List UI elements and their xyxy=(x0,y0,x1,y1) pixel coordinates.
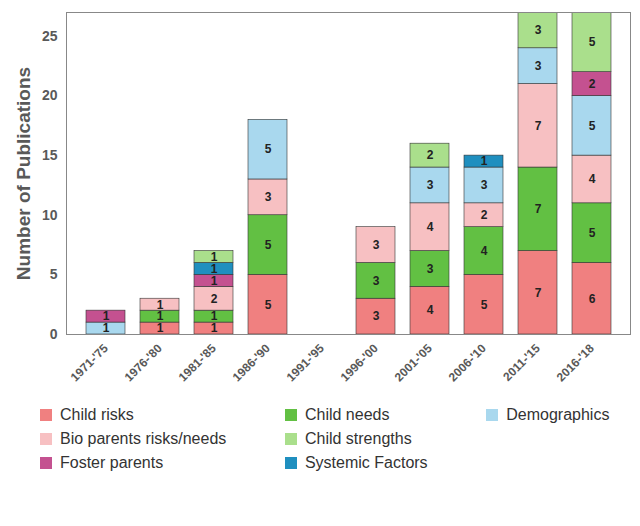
svg-text:2006-'10: 2006-'10 xyxy=(446,341,489,384)
svg-text:Number of Publications: Number of Publications xyxy=(13,67,34,280)
svg-text:1976-'80: 1976-'80 xyxy=(122,341,165,384)
svg-text:3: 3 xyxy=(265,190,272,204)
svg-text:1991-'95: 1991-'95 xyxy=(284,341,327,384)
svg-text:4: 4 xyxy=(589,172,596,186)
html-text:Systemic Factors: Systemic Factors xyxy=(304,454,428,471)
svg-text:10: 10 xyxy=(42,207,58,223)
svg-text:7: 7 xyxy=(535,202,542,216)
svg-text:1: 1 xyxy=(157,309,164,323)
html-text:Child strengths: Child strengths xyxy=(304,430,412,447)
svg-text:1: 1 xyxy=(211,274,218,288)
svg-text:4: 4 xyxy=(481,244,488,258)
svg-text:2: 2 xyxy=(427,148,434,162)
svg-text:25: 25 xyxy=(42,28,58,44)
svg-text:1: 1 xyxy=(103,321,110,335)
svg-text:20: 20 xyxy=(42,87,58,103)
svg-text:15: 15 xyxy=(42,147,58,163)
svg-text:5: 5 xyxy=(50,266,58,282)
svg-text:1: 1 xyxy=(211,250,218,264)
svg-text:5: 5 xyxy=(589,119,596,133)
html-text:Child needs: Child needs xyxy=(304,406,390,423)
svg-text:5: 5 xyxy=(481,298,488,312)
svg-text:1: 1 xyxy=(157,298,164,312)
html-text:Child risks: Child risks xyxy=(60,406,134,423)
svg-text:5: 5 xyxy=(265,298,272,312)
svg-text:1: 1 xyxy=(481,154,488,168)
svg-text:3: 3 xyxy=(373,238,380,252)
html-text:Foster parents: Foster parents xyxy=(60,454,164,471)
svg-text:7: 7 xyxy=(535,286,542,300)
svg-text:3: 3 xyxy=(427,262,434,276)
svg-text:3: 3 xyxy=(535,23,542,37)
svg-text:3: 3 xyxy=(535,59,542,73)
svg-text:5: 5 xyxy=(265,142,272,156)
svg-text:4: 4 xyxy=(427,303,434,317)
svg-text:3: 3 xyxy=(427,178,434,192)
svg-text:3: 3 xyxy=(373,274,380,288)
svg-text:5: 5 xyxy=(589,35,596,49)
svg-text:2011-'15: 2011-'15 xyxy=(500,341,543,384)
svg-text:2016-'18: 2016-'18 xyxy=(554,341,597,384)
svg-text:1986-'90: 1986-'90 xyxy=(230,341,273,384)
svg-text:2: 2 xyxy=(211,292,218,306)
svg-text:1: 1 xyxy=(157,321,164,335)
svg-text:5: 5 xyxy=(265,238,272,252)
svg-text:2: 2 xyxy=(589,77,596,91)
svg-text:1971-'75: 1971-'75 xyxy=(68,341,111,384)
svg-text:4: 4 xyxy=(427,220,434,234)
svg-text:1: 1 xyxy=(211,262,218,276)
html-text:Demographics: Demographics xyxy=(506,406,610,423)
html-text:Bio parents risks/needs: Bio parents risks/needs xyxy=(60,430,227,447)
svg-text:2: 2 xyxy=(481,208,488,222)
svg-text:3: 3 xyxy=(373,309,380,323)
svg-text:1: 1 xyxy=(211,309,218,323)
svg-text:7: 7 xyxy=(535,119,542,133)
svg-text:1981-'85: 1981-'85 xyxy=(176,341,219,384)
svg-text:2001-'05: 2001-'05 xyxy=(392,341,435,384)
svg-text:6: 6 xyxy=(589,292,596,306)
svg-text:1: 1 xyxy=(211,321,218,335)
svg-text:3: 3 xyxy=(481,178,488,192)
svg-text:5: 5 xyxy=(589,226,596,240)
svg-text:1996-'00: 1996-'00 xyxy=(338,341,381,384)
svg-text:0: 0 xyxy=(50,326,58,342)
svg-text:1: 1 xyxy=(103,309,110,323)
